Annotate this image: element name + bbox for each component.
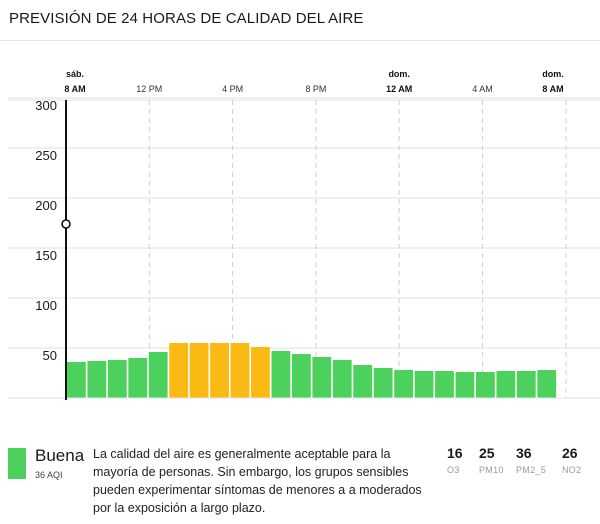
- x-tick-time: 4 PM: [222, 84, 243, 94]
- pollutant-name: PM2_5: [516, 465, 547, 475]
- aqi-description: La calidad del aire es generalmente acep…: [93, 447, 422, 515]
- aqi-bar: [496, 371, 516, 398]
- aqi-bar: [210, 343, 229, 398]
- legend: Buena 36 AQI La calidad del aire es gene…: [0, 440, 600, 524]
- aqi-bar: [271, 351, 291, 398]
- x-tick-day: dom.: [388, 69, 410, 79]
- y-tick-label: 150: [35, 248, 57, 263]
- pollutant-value: 36: [516, 445, 532, 461]
- x-tick-time: 8 AM: [64, 84, 85, 94]
- x-tick-time: 4 AM: [472, 84, 493, 94]
- aqi-value: 36 AQI: [35, 470, 63, 480]
- page-title: PREVISIÓN DE 24 HORAS DE CALIDAD DEL AIR…: [9, 10, 364, 27]
- aqi-bar: [291, 354, 311, 398]
- aqi-bar: [476, 372, 495, 398]
- y-tick-label: 50: [43, 348, 57, 363]
- pollutant-name: NO2: [562, 465, 582, 475]
- x-tick-day: sáb.: [66, 69, 84, 79]
- x-tick-time: 12 PM: [136, 84, 162, 94]
- pollutant-no2: 26 NO2: [562, 445, 600, 475]
- y-tick-label: 250: [35, 148, 57, 163]
- pollutant-pm10: 25 PM10: [479, 445, 529, 475]
- aqi-bar: [251, 347, 270, 398]
- x-tick-time: 8 AM: [542, 84, 563, 94]
- pollutant-value: 25: [479, 445, 495, 461]
- aqi-bar: [230, 343, 250, 398]
- aqi-level-label: Buena: [35, 446, 85, 465]
- header: PREVISIÓN DE 24 HORAS DE CALIDAD DEL AIR…: [0, 0, 600, 41]
- aqi-bar: [516, 371, 536, 398]
- aqi-bar: [128, 358, 148, 398]
- aqi-bar: [373, 368, 393, 398]
- aqi-bar: [312, 357, 332, 398]
- x-tick-day: dom.: [542, 69, 564, 79]
- y-tick-label: 300: [35, 98, 57, 113]
- aqi-bar: [67, 362, 86, 398]
- x-tick-time: 8 PM: [305, 84, 326, 94]
- aqi-bar: [435, 371, 454, 398]
- aqi-bar: [414, 371, 434, 398]
- y-tick-label: 200: [35, 198, 57, 213]
- x-tick-time: 12 AM: [386, 84, 412, 94]
- pollutant-value: 16: [447, 445, 463, 461]
- aqi-bar: [353, 365, 373, 398]
- aqi-bar: [394, 370, 413, 398]
- pollutant-pm2-5: 36 PM2_5: [516, 445, 566, 475]
- aqi-bar: [189, 343, 209, 398]
- aqi-forecast-chart: 300 250 200 150 100 50 sáb. 8 AM 12 PM 4 PM 8 PM do…: [8, 69, 600, 400]
- aqi-bar: [537, 370, 557, 398]
- aqi-bar: [332, 360, 352, 398]
- aqi-bar: [87, 361, 107, 398]
- pollutant-name: PM10: [479, 465, 504, 475]
- pollutant-name: O3: [447, 465, 460, 475]
- y-tick-label: 100: [35, 298, 57, 313]
- aqi-bar: [107, 360, 127, 398]
- aqi-bar: [148, 352, 168, 398]
- level-color-swatch: [8, 448, 26, 479]
- current-time-marker: [61, 219, 71, 229]
- aqi-bar: [455, 372, 475, 398]
- pollutant-o3: 16 O3: [447, 445, 497, 475]
- pollutant-value: 26: [562, 445, 578, 461]
- aqi-bar: [169, 343, 189, 398]
